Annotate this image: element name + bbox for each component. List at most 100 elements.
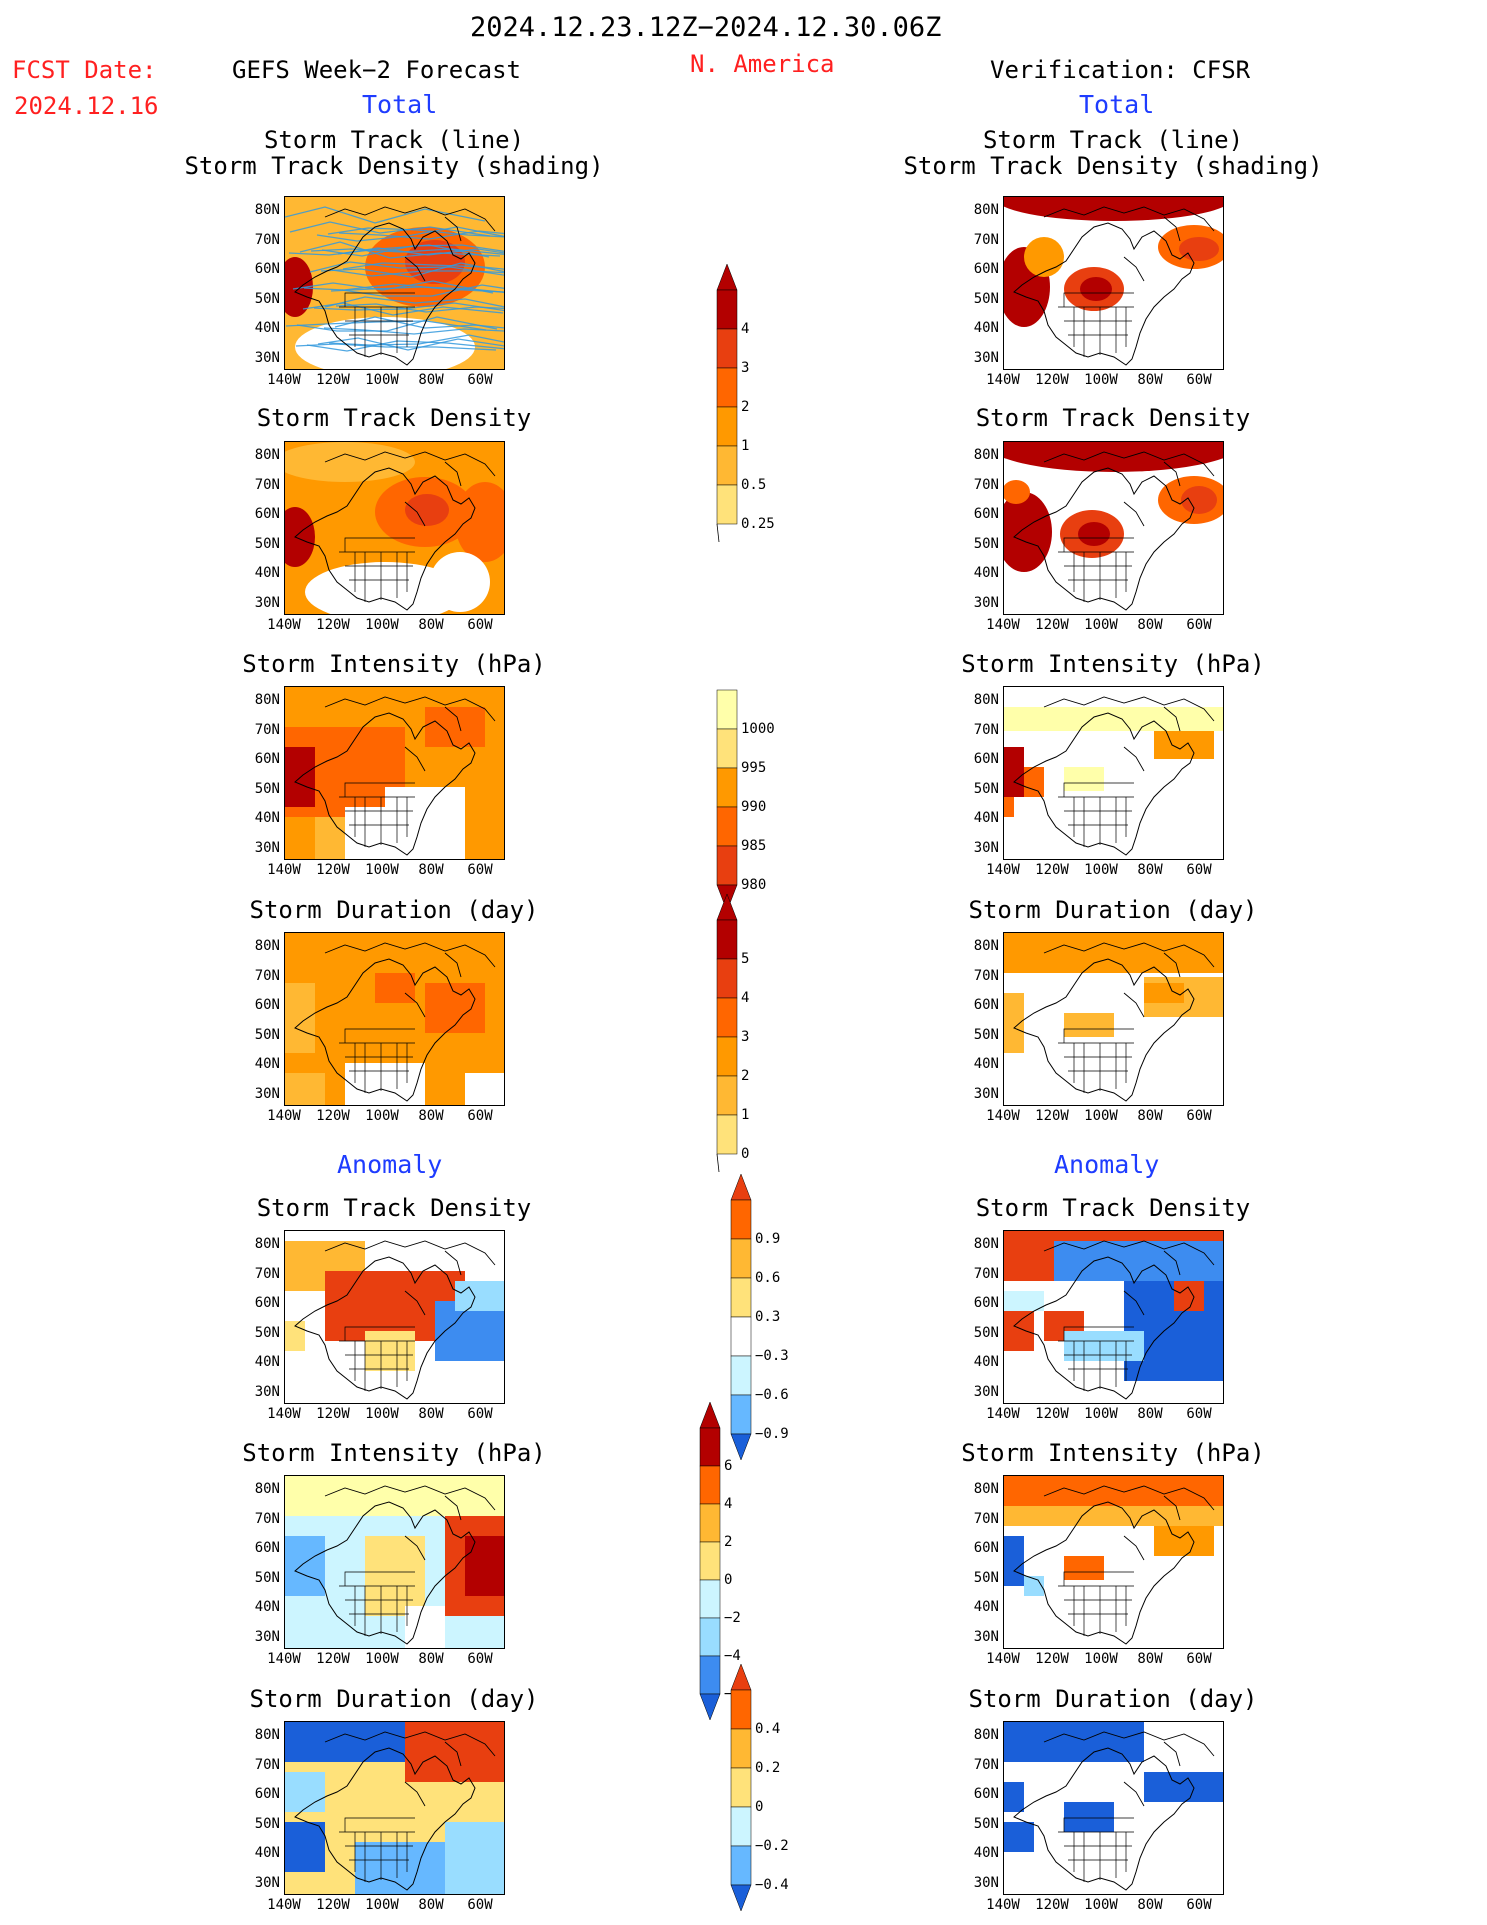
lat-tick-label: 50N <box>973 1026 999 1043</box>
map-frame <box>1003 932 1224 1106</box>
colorbar-label: 3 <box>741 1029 750 1045</box>
panel-title: Storm Track Density <box>256 1194 532 1222</box>
lat-tick-label: 70N <box>973 476 999 493</box>
lat-tick-label: 80N <box>254 1236 280 1252</box>
lat-tick-label: 40N <box>254 1354 280 1370</box>
arctic-islands <box>324 206 496 282</box>
arctic-islands <box>1043 942 1215 1018</box>
map-shading <box>1004 442 1223 614</box>
panel-title: Storm Intensity (hPa) <box>961 650 1265 678</box>
lat-tick-label: 40N <box>254 1056 280 1072</box>
lat-tick-label: 50N <box>254 1324 280 1341</box>
lon-tick-label: 60W <box>467 862 493 878</box>
lat-tick-label: 70N <box>254 721 280 738</box>
lon-tick-label: 80W <box>1137 1108 1163 1124</box>
colorbar-label: 5 <box>741 951 750 967</box>
coastline <box>1013 222 1195 366</box>
region-title: N. America <box>690 50 835 78</box>
colorbar-label: 985 <box>741 838 767 854</box>
colorbar-label: 6 <box>724 1458 733 1474</box>
colorbar-density-anom-bar <box>730 1174 752 1461</box>
lat-tick-label: 30N <box>973 1628 999 1645</box>
lat-tick-label: 40N <box>973 1354 999 1370</box>
total-label-left: Total <box>362 90 438 119</box>
lat-tick-label: 80N <box>973 1481 999 1497</box>
panel-title: Storm Duration (day) <box>968 1685 1258 1713</box>
map-shading <box>1004 197 1223 369</box>
lon-tick-label: 100W <box>365 1108 399 1124</box>
lat-tick-label: 80N <box>254 938 280 954</box>
lat-tick-label: 70N <box>973 1265 999 1282</box>
lon-tick-label: 80W <box>1137 1406 1163 1422</box>
lat-tick-label: 60N <box>973 751 999 767</box>
forecast-period-title: 2024.12.23.12Z−2024.12.30.06Z <box>470 12 942 43</box>
lon-tick-label: 60W <box>467 1651 493 1667</box>
lat-tick-label: 80N <box>973 1236 999 1252</box>
coastline <box>1013 1747 1195 1891</box>
lon-tick-label: 80W <box>1137 1897 1163 1913</box>
lon-tick-label: 100W <box>365 1406 399 1422</box>
lon-tick-label: 120W <box>1035 1108 1069 1124</box>
lon-tick-label: 120W <box>316 1651 350 1667</box>
lat-tick-label: 80N <box>973 938 999 954</box>
colorbar-label: −0.6 <box>755 1387 789 1403</box>
fcst-date-label: FCST Date: <box>12 56 157 84</box>
lon-tick-label: 60W <box>1186 372 1212 388</box>
map-shading <box>285 1231 504 1403</box>
state-borders <box>1058 1571 1134 1636</box>
lat-tick-label: 30N <box>254 594 280 611</box>
lat-tick-label: 80N <box>254 1727 280 1743</box>
map-frame <box>1003 1721 1224 1895</box>
lat-tick-label: 40N <box>973 1845 999 1861</box>
map-shading <box>285 687 504 859</box>
lat-tick-label: 60N <box>973 506 999 522</box>
state-borders <box>1058 1817 1134 1882</box>
lon-tick-label: 120W <box>316 1897 350 1913</box>
colorbar-label: 0.3 <box>755 1309 781 1325</box>
coastline <box>1013 712 1195 856</box>
lon-tick-label: 100W <box>1084 372 1118 388</box>
lat-tick-label: 80N <box>973 202 999 218</box>
colorbar-label: 995 <box>741 760 767 776</box>
lat-tick-label: 80N <box>254 1481 280 1497</box>
lat-tick-label: 80N <box>254 692 280 708</box>
map-frame <box>284 932 505 1106</box>
anomaly-label-left: Anomaly <box>337 1150 443 1179</box>
colorbar-intensity-anom-bar <box>699 1402 721 1721</box>
panel-title: Storm Track Density <box>975 404 1251 432</box>
colorbar-label: −0.2 <box>755 1838 789 1854</box>
lon-tick-label: 60W <box>1186 1406 1212 1422</box>
lat-tick-label: 50N <box>254 1026 280 1043</box>
arctic-islands <box>324 1485 496 1561</box>
colorbar-label: 0 <box>755 1799 764 1815</box>
map-frame <box>284 1721 505 1895</box>
lat-tick-label: 80N <box>973 1727 999 1743</box>
map-shading <box>285 442 504 614</box>
map-frame <box>284 686 505 860</box>
lat-tick-label: 30N <box>973 1874 999 1891</box>
map-frame <box>1003 1230 1224 1404</box>
lon-tick-label: 120W <box>1035 617 1069 633</box>
lat-tick-label: 60N <box>254 1540 280 1556</box>
map-frame <box>1003 1475 1224 1649</box>
lat-tick-label: 60N <box>254 506 280 522</box>
arctic-islands <box>324 1240 496 1316</box>
lat-tick-label: 70N <box>973 1756 999 1773</box>
state-borders <box>339 1326 415 1391</box>
lon-tick-label: 120W <box>316 1406 350 1422</box>
lon-tick-label: 140W <box>986 1406 1020 1422</box>
colorbar-density-total-bar <box>716 264 738 543</box>
lon-tick-label: 60W <box>467 1406 493 1422</box>
state-borders <box>1058 1028 1134 1093</box>
lat-tick-label: 60N <box>254 1786 280 1802</box>
colorbar-duration-total-bar <box>716 894 738 1173</box>
colorbar-label: 4 <box>741 990 750 1006</box>
lon-tick-label: 100W <box>1084 1406 1118 1422</box>
coastline <box>294 467 476 611</box>
state-borders <box>1058 292 1134 357</box>
lon-tick-label: 100W <box>1084 1651 1118 1667</box>
map-shading <box>1004 687 1223 859</box>
colorbar-label: 980 <box>741 877 767 893</box>
lat-tick-label: 40N <box>254 1845 280 1861</box>
panel-title: Storm Track Density <box>256 404 532 432</box>
